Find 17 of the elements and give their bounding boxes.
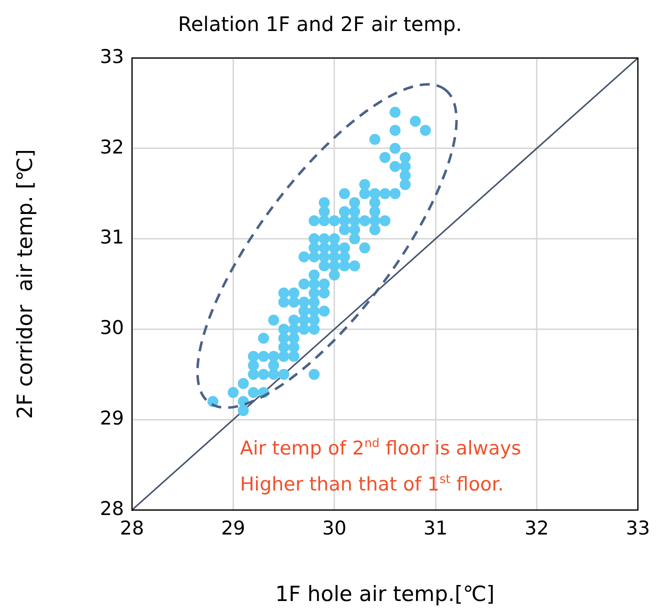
annotation: Higher than that of 1$^{st}$ floor. — [240, 472, 504, 496]
x-tick-label: 30 — [322, 517, 346, 540]
x-tick-label: 29 — [221, 517, 246, 540]
annotation: Air temp of 2$^{nd}$ floor is always — [240, 436, 522, 460]
x-tick-label: 33 — [626, 517, 650, 540]
y-tick-label: 28 — [100, 498, 124, 520]
y-tick-label: 30 — [100, 317, 124, 340]
y-tick-label: 29 — [100, 408, 124, 430]
y-tick-label: 31 — [100, 226, 124, 249]
y-tick-label: 33 — [100, 46, 124, 68]
x-axis-title: 1F hole air temp.[℃] — [275, 582, 495, 606]
chart-title: Relation 1F and 2F air temp. — [178, 12, 462, 36]
x-tick-label: 32 — [524, 517, 549, 540]
x-tick-label: 31 — [423, 517, 448, 540]
y-axis-title: 2F corridor air temp. [℃] — [13, 149, 38, 419]
x-tick-label: 28 — [120, 517, 144, 540]
y-tick-label: 32 — [100, 136, 124, 158]
